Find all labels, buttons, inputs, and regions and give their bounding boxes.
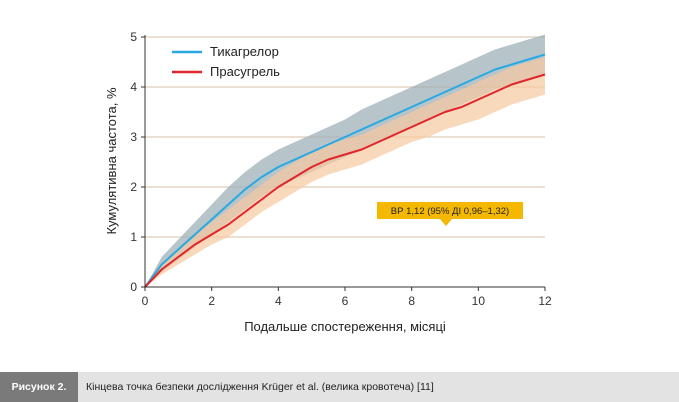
series-line-prasugrel — [144, 73, 546, 288]
series-lines — [144, 53, 546, 288]
y-tick-label-2: 2 — [130, 180, 137, 194]
caption-label: Рисунок 2. — [0, 372, 78, 402]
x-tick-label-5: 10 — [472, 294, 486, 308]
x-tick-label-1: 2 — [208, 294, 215, 308]
x-tick-label-2: 4 — [275, 294, 282, 308]
y-axis-title: Кумулятивна частота, % — [104, 87, 119, 235]
y-tick-label-4: 4 — [130, 80, 137, 94]
legend: Тикагрелор Прасугрель — [172, 44, 280, 79]
ci-band-prasugrel — [145, 57, 545, 287]
x-tick-label-0: 0 — [142, 294, 149, 308]
annotation-box — [377, 202, 523, 226]
x-tick-label-6: 12 — [538, 294, 552, 308]
y-tick-labels: 0 1 2 3 4 5 — [130, 30, 145, 294]
y-tick-label-0: 0 — [130, 280, 137, 294]
x-tick-label-4: 8 — [408, 294, 415, 308]
x-tick-labels: 0 2 4 6 8 10 12 — [142, 287, 552, 308]
y-tick-label-3: 3 — [130, 130, 137, 144]
series-line-ticagrelor — [144, 53, 546, 288]
x-axis-title: Подальше спостереження, місяці — [244, 319, 446, 334]
y-tick-label-5: 5 — [130, 30, 137, 44]
caption-text: Кінцева точка безпеки дослідження Krüger… — [86, 381, 434, 393]
confidence-bands — [145, 34, 545, 287]
hazard-ratio-annotation: ВР 1,12 (95% ДІ 0,96–1,32) — [377, 202, 523, 226]
annotation-text: ВР 1,12 (95% ДІ 0,96–1,32) — [391, 206, 509, 217]
y-tick-label-1: 1 — [130, 230, 137, 244]
figure-caption: Рисунок 2. Кінцева точка безпеки дослідж… — [0, 372, 679, 402]
legend-label-prasugrel: Прасугрель — [210, 64, 280, 79]
x-tick-label-3: 6 — [342, 294, 349, 308]
legend-label-ticagrelor: Тикагрелор — [210, 44, 279, 59]
